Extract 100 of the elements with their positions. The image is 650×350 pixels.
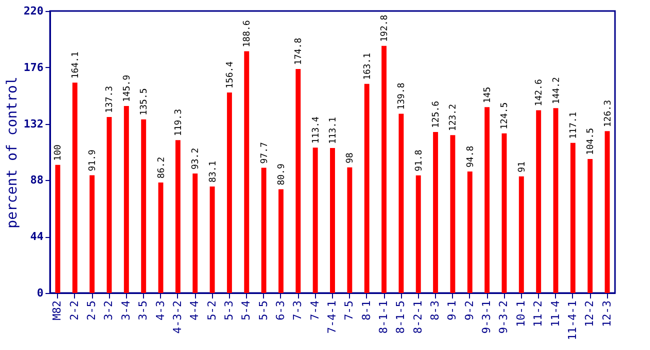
bar xyxy=(210,186,215,293)
bar xyxy=(141,119,146,293)
x-tick-label: 5-4 xyxy=(240,300,253,320)
y-tick-label: 44 xyxy=(30,230,44,244)
data-label: 113.1 xyxy=(328,116,338,144)
data-label: 145.9 xyxy=(122,74,132,102)
x-tick-label: 7-5 xyxy=(342,300,356,320)
x-tick-label: 8-3 xyxy=(428,300,442,320)
x-tick-label: 3-4 xyxy=(119,300,132,320)
bar xyxy=(312,148,318,293)
x-tick-label: 8-1-5 xyxy=(394,300,408,334)
x-tick-label: M82 xyxy=(50,300,64,320)
bar xyxy=(158,182,164,293)
x-tick-label: 3-2 xyxy=(102,300,116,320)
x-tick-label: 5-2 xyxy=(205,300,218,320)
data-label: 142.6 xyxy=(534,79,545,106)
x-tick-label: 6-3 xyxy=(274,300,287,320)
x-tick-label: 8-1 xyxy=(360,300,373,320)
data-label: 139.8 xyxy=(397,82,408,110)
bar xyxy=(416,175,421,293)
data-label: 113.4 xyxy=(311,116,322,144)
x-tick-label: 12-2 xyxy=(583,300,596,327)
data-label: 83.1 xyxy=(208,160,218,182)
y-tick-label: 88 xyxy=(30,174,44,187)
bar xyxy=(347,167,352,293)
x-tick-label: 10-1 xyxy=(514,300,528,327)
bar xyxy=(175,140,180,293)
data-label: 164.1 xyxy=(70,52,81,79)
data-label: 86.2 xyxy=(156,156,167,179)
bar xyxy=(467,171,472,293)
bar xyxy=(55,164,60,293)
data-label: 144.2 xyxy=(552,77,562,104)
data-label: 123.2 xyxy=(448,104,459,132)
data-label: 163.1 xyxy=(362,52,373,80)
data-label: 91 xyxy=(517,162,528,172)
data-label: 91.9 xyxy=(88,150,98,172)
bar xyxy=(450,135,456,293)
bar xyxy=(106,117,112,293)
x-tick-label: 4-3 xyxy=(154,300,167,320)
data-label: 126.3 xyxy=(603,100,614,128)
x-tick-label: 9-2 xyxy=(462,300,476,320)
data-label: 104.5 xyxy=(586,128,596,156)
x-tick-label: 2-5 xyxy=(85,300,98,320)
data-label: 100 xyxy=(54,144,64,161)
data-label: 145 xyxy=(483,86,494,104)
x-tick-label: 7-4-1 xyxy=(326,300,338,334)
y-tick-label: 132 xyxy=(24,117,44,130)
data-label: 117.1 xyxy=(568,112,579,139)
bar xyxy=(604,131,610,293)
x-tick-label: 4-3-2 xyxy=(170,300,184,334)
bar xyxy=(364,84,370,293)
data-label: 91.8 xyxy=(414,150,424,172)
x-tick-label: 3-5 xyxy=(136,300,150,320)
x-tick-label: 8-1-1 xyxy=(377,300,390,334)
bar xyxy=(382,46,387,293)
data-label: 93.2 xyxy=(191,148,202,170)
bar xyxy=(90,175,95,293)
y-tick-label: 176 xyxy=(24,60,44,74)
x-tick-label: 9-1 xyxy=(446,300,459,320)
y-axis-title: percent of control xyxy=(4,76,21,228)
bar xyxy=(484,107,490,293)
data-label: 80.9 xyxy=(276,164,287,186)
x-tick-label: 7-3 xyxy=(291,300,304,320)
bar xyxy=(570,142,576,293)
data-label: 188.6 xyxy=(242,20,253,48)
x-tick-label: 2-2 xyxy=(68,300,81,320)
data-label: 156.4 xyxy=(225,61,236,89)
data-label: 98 xyxy=(346,152,356,164)
bar xyxy=(244,51,250,293)
x-tick-label: 4-4 xyxy=(188,300,202,320)
y-tick-label: 0 xyxy=(36,286,44,300)
data-label: 97.7 xyxy=(260,142,270,164)
data-label: 125.6 xyxy=(432,100,442,128)
bar xyxy=(278,189,284,293)
x-tick-label: 5-3 xyxy=(222,300,236,320)
bar xyxy=(72,82,78,293)
data-label: 94.8 xyxy=(466,146,476,168)
x-tick-label: 11-4-1 xyxy=(566,300,579,340)
data-label: 124.5 xyxy=(500,102,510,130)
x-tick-label: 11-4 xyxy=(548,300,562,327)
bar xyxy=(536,110,542,293)
data-label: 174.8 xyxy=(294,38,304,65)
x-tick-label: 11-2 xyxy=(532,300,545,327)
x-tick-label: 12-3 xyxy=(600,300,614,327)
bar xyxy=(433,132,438,293)
data-label: 119.3 xyxy=(174,108,184,136)
x-tick-label: 9-3-2 xyxy=(497,300,510,334)
bar xyxy=(124,106,129,293)
y-tick-label: 220 xyxy=(24,4,44,18)
bar xyxy=(398,114,404,293)
bar xyxy=(553,108,558,293)
x-tick-label: 8-2-1 xyxy=(411,300,424,334)
data-label: 137.3 xyxy=(105,86,116,114)
bar xyxy=(588,159,593,293)
bar xyxy=(261,168,266,293)
data-label: 135.5 xyxy=(140,88,150,116)
bar xyxy=(518,176,524,293)
bar xyxy=(192,174,198,293)
x-tick-label: 7-4 xyxy=(308,300,322,320)
bar xyxy=(502,133,507,293)
